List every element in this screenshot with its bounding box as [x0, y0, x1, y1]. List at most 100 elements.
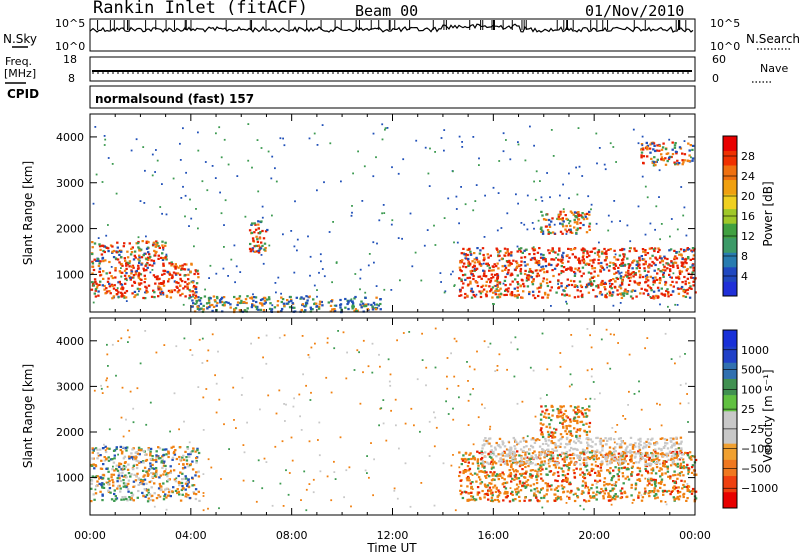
data-cell	[133, 250, 137, 253]
data-cell	[598, 479, 602, 482]
data-cell	[524, 472, 527, 475]
data-cell	[121, 468, 124, 471]
data-cell	[663, 294, 667, 297]
data-cell	[379, 365, 381, 368]
data-cell	[135, 451, 138, 454]
data-cell	[565, 425, 568, 428]
data-cell	[207, 507, 209, 510]
data-cell	[507, 254, 510, 257]
data-cell	[520, 222, 523, 224]
data-cell	[658, 281, 661, 285]
data-cell	[611, 291, 615, 294]
data-cell	[577, 488, 580, 491]
data-cell	[220, 478, 222, 480]
data-cell	[240, 394, 243, 396]
data-cell	[538, 247, 541, 250]
data-cell	[687, 489, 690, 492]
data-cell	[581, 256, 585, 259]
data-cell	[304, 309, 307, 312]
data-cell	[645, 141, 648, 144]
data-cell	[332, 221, 334, 223]
data-cell	[562, 256, 564, 259]
data-cell	[609, 142, 612, 145]
data-cell	[133, 295, 136, 299]
data-cell	[670, 218, 673, 220]
data-cell	[362, 339, 365, 342]
data-cell	[130, 491, 133, 494]
data-cell	[677, 486, 680, 489]
data-cell	[244, 215, 247, 218]
data-cell	[647, 293, 650, 297]
data-cell	[676, 454, 679, 457]
data-cell	[192, 295, 194, 298]
data-cell	[544, 258, 547, 261]
data-cell	[633, 247, 636, 250]
data-cell	[539, 453, 543, 456]
data-cell	[123, 257, 126, 260]
data-cell	[521, 472, 524, 475]
data-cell	[646, 155, 649, 158]
data-cell	[104, 138, 107, 141]
data-cell	[300, 499, 302, 501]
data-cell	[254, 244, 258, 247]
data-cell	[589, 473, 592, 477]
data-cell	[333, 308, 336, 311]
data-cell	[661, 437, 664, 440]
data-cell	[499, 491, 502, 495]
data-cell	[467, 264, 470, 267]
data-cell	[364, 291, 367, 294]
data-cell	[117, 281, 120, 284]
data-cell	[188, 288, 191, 292]
data-cell	[414, 251, 417, 254]
data-cell	[144, 330, 147, 332]
data-cell	[582, 254, 585, 257]
data-cell	[114, 276, 117, 279]
data-cell	[109, 491, 112, 494]
data-cell	[127, 329, 129, 332]
data-cell	[146, 474, 150, 477]
data-cell	[491, 491, 494, 494]
data-cell	[582, 461, 585, 465]
data-cell	[691, 144, 695, 147]
data-cell	[137, 282, 141, 285]
data-cell	[335, 261, 338, 264]
data-cell	[638, 380, 640, 383]
data-cell	[602, 490, 605, 493]
data-cell	[112, 249, 116, 253]
data-cell	[532, 279, 535, 283]
data-cell	[583, 213, 587, 216]
data-cell	[128, 242, 131, 245]
data-cell	[649, 287, 653, 290]
data-cell	[378, 424, 380, 427]
data-cell	[492, 450, 495, 453]
data-cell	[198, 308, 201, 311]
data-cell	[526, 285, 530, 288]
data-cell	[661, 472, 664, 475]
data-cell	[184, 280, 187, 284]
data-cell	[196, 272, 200, 275]
data-cell	[565, 432, 569, 435]
colorbar-swatch	[723, 281, 737, 297]
data-cell	[483, 407, 486, 409]
data-cell	[155, 240, 158, 243]
data-cell	[634, 484, 638, 487]
data-cell	[621, 261, 625, 264]
data-cell	[535, 259, 538, 262]
data-cell	[648, 482, 651, 485]
data-cell	[158, 482, 162, 486]
data-cell	[487, 346, 490, 348]
data-cell	[538, 466, 542, 470]
data-cell	[557, 497, 560, 500]
data-cell	[473, 456, 476, 460]
data-cell	[602, 495, 605, 498]
data-cell	[186, 287, 189, 290]
data-cell	[195, 208, 197, 210]
data-cell	[507, 287, 510, 290]
data-cell	[670, 260, 673, 263]
data-cell	[556, 457, 559, 460]
data-cell	[591, 276, 594, 279]
data-cell	[194, 450, 197, 453]
data-cell	[161, 291, 165, 295]
data-cell	[513, 452, 516, 455]
